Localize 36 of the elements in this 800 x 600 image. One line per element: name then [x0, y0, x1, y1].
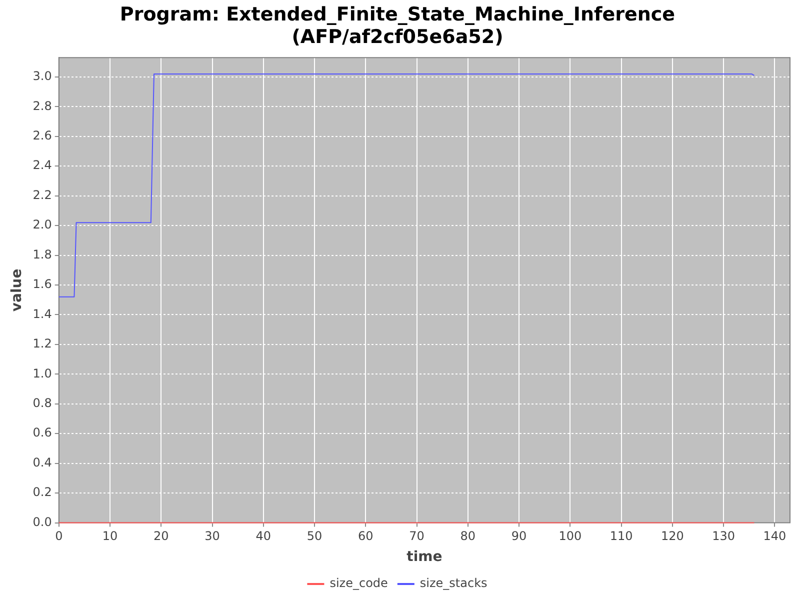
y-tick-label: 0.2 [32, 485, 52, 500]
x-tick-label: 20 [153, 529, 169, 544]
x-tick-label: 80 [460, 529, 476, 544]
y-tick-label: 2.8 [32, 98, 52, 113]
x-tick-label: 70 [409, 529, 424, 544]
x-tick-label: 130 [712, 529, 735, 544]
x-tick-label: 100 [558, 529, 582, 544]
x-axis-title: time [406, 549, 442, 566]
x-tick-label: 90 [511, 529, 527, 544]
y-tick-label: 1.8 [32, 247, 52, 262]
x-tick-label: 140 [763, 529, 786, 544]
x-tick-label: 30 [204, 529, 220, 544]
x-tick-label: 0 [55, 529, 63, 544]
y-tick-label: 1.6 [32, 277, 52, 292]
x-tick-label: 110 [610, 529, 633, 544]
y-tick-label: 0.4 [32, 455, 52, 470]
legend-label: size_code [330, 576, 388, 590]
y-axis-title: value [9, 268, 26, 312]
y-tick-label: 2.0 [32, 218, 52, 232]
x-tick-label: 120 [660, 529, 684, 544]
y-tick-label: 3.0 [32, 69, 52, 84]
legend-label: size_stacks [420, 576, 488, 590]
y-tick-label: 2.4 [32, 158, 52, 172]
y-tick-label: 1.2 [32, 336, 52, 351]
x-tick-label: 50 [306, 529, 322, 544]
y-tick-label: 0.0 [32, 514, 52, 529]
y-tick-label: 2.6 [32, 128, 52, 142]
y-tick-label: 0.6 [32, 426, 52, 440]
y-tick-label: 2.2 [32, 188, 52, 202]
x-tick-label: 10 [102, 529, 118, 544]
y-tick-label: 0.8 [32, 396, 52, 410]
chart-title: Program: Extended_Finite_State_Machine_Inference (AFP/af2cf05e6a52) [120, 3, 676, 48]
y-tick-label: 1.0 [32, 366, 52, 380]
x-tick-label: 40 [256, 529, 272, 544]
y-tick-label: 1.4 [32, 306, 52, 321]
x-tick-label: 60 [358, 529, 374, 544]
